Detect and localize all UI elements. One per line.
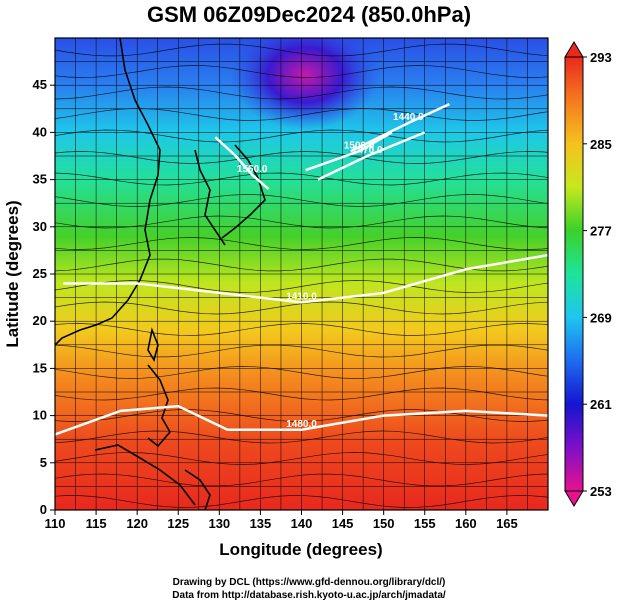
y-tick-label: 20 xyxy=(33,313,47,328)
coastline-new-guinea xyxy=(184,469,211,510)
x-tick-label: 140 xyxy=(291,516,313,531)
y-tick-label: 35 xyxy=(33,172,47,187)
coastline-korea xyxy=(194,149,226,246)
chart-title: GSM 06Z09Dec2024 (850.0hPa) xyxy=(147,2,471,27)
streamline xyxy=(55,323,548,336)
x-tick-label: 125 xyxy=(167,516,189,531)
credit-dcl: Drawing by DCL (https://www.gfd-dennou.o… xyxy=(173,577,446,588)
y-axis-label: Latitude (degrees) xyxy=(3,200,22,347)
y-tick-label: 30 xyxy=(33,219,47,234)
coastline-asia xyxy=(55,38,161,346)
contour-line xyxy=(305,131,393,172)
streamline xyxy=(55,344,548,358)
streamline xyxy=(55,172,548,186)
contour-line xyxy=(350,102,450,153)
contour-label: 1560.0 xyxy=(237,164,268,175)
streamline xyxy=(55,65,548,78)
streamline xyxy=(55,194,548,207)
contour-label: 1480.0 xyxy=(286,419,317,430)
x-tick-label: 120 xyxy=(126,516,148,531)
contour-line xyxy=(214,136,270,190)
x-axis-ticks: 110 115 120 125 130 135 140 145 150 155 160 165 xyxy=(45,510,518,531)
colorbar-label: 293 xyxy=(590,50,612,65)
colorbar-label: 253 xyxy=(590,484,612,499)
colorbar-label: 269 xyxy=(590,310,612,325)
colorbar-top-arrow xyxy=(564,41,584,58)
x-tick-label: 165 xyxy=(496,516,518,531)
x-axis-label: Longitude (degrees) xyxy=(219,540,382,559)
x-tick-label: 145 xyxy=(332,516,354,531)
credit-data-source: Data from http://database.rish.kyoto-u.a… xyxy=(172,590,446,601)
streamline xyxy=(55,129,548,143)
coastline-japan xyxy=(221,144,266,239)
streamline xyxy=(55,452,548,465)
streamline xyxy=(55,86,548,100)
streamline xyxy=(55,366,548,379)
y-tick-label: 0 xyxy=(40,502,47,517)
colorbar-labels: 293 285 277 269 261 253 xyxy=(583,50,612,499)
streamline xyxy=(55,215,548,229)
streamline xyxy=(55,473,548,487)
streamline xyxy=(55,387,548,401)
streamline xyxy=(55,430,548,444)
contour-line xyxy=(55,404,548,436)
x-tick-label: 135 xyxy=(250,516,272,531)
contour-label: 1470.0 xyxy=(352,145,383,156)
contour-line xyxy=(63,253,548,304)
coastline xyxy=(55,38,266,510)
streamlines xyxy=(55,43,548,508)
coastline-philippines xyxy=(147,364,171,448)
lat-lon-grid xyxy=(55,38,548,510)
y-axis-ticks: 0 5 10 15 20 25 30 35 40 45 xyxy=(33,77,55,517)
streamline xyxy=(55,280,548,293)
streamline xyxy=(55,409,548,422)
colorbar-bottom-arrow xyxy=(564,490,584,507)
x-tick-label: 160 xyxy=(455,516,477,531)
y-tick-label: 40 xyxy=(33,124,47,139)
streamline xyxy=(55,108,548,121)
x-tick-label: 150 xyxy=(373,516,395,531)
x-tick-label: 155 xyxy=(414,516,436,531)
x-tick-label: 130 xyxy=(208,516,230,531)
coastline-borneo xyxy=(94,444,196,506)
streamline xyxy=(55,151,548,164)
colorbar-body xyxy=(564,56,584,492)
streamline xyxy=(55,43,548,57)
colorbar-label: 285 xyxy=(590,137,612,152)
contour-label: 1440.0 xyxy=(393,112,424,123)
y-tick-label: 25 xyxy=(33,266,47,281)
coastline-taiwan xyxy=(147,327,159,363)
x-tick-label: 115 xyxy=(86,516,107,531)
contour-label: 1410.0 xyxy=(286,291,317,302)
colorbar-label: 277 xyxy=(590,224,612,239)
y-tick-label: 15 xyxy=(33,360,47,375)
streamline xyxy=(55,237,548,250)
streamline xyxy=(55,495,548,508)
y-tick-label: 10 xyxy=(33,408,47,423)
y-tick-label: 5 xyxy=(40,455,47,470)
colorbar-label: 261 xyxy=(590,397,612,412)
colorbar: 293 285 277 269 261 253 xyxy=(564,41,612,507)
streamline xyxy=(55,301,548,315)
cold-core-region xyxy=(230,38,380,130)
y-tick-label: 45 xyxy=(33,77,47,92)
x-tick-label: 110 xyxy=(45,516,66,531)
contour-line xyxy=(317,131,426,181)
